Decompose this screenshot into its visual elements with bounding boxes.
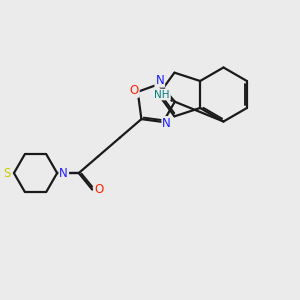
Text: O: O xyxy=(94,183,104,196)
Text: N: N xyxy=(59,167,68,180)
Text: S: S xyxy=(4,167,11,180)
Text: NH: NH xyxy=(154,89,170,100)
Text: O: O xyxy=(130,84,139,97)
Text: N: N xyxy=(155,74,164,87)
Text: N: N xyxy=(162,117,171,130)
